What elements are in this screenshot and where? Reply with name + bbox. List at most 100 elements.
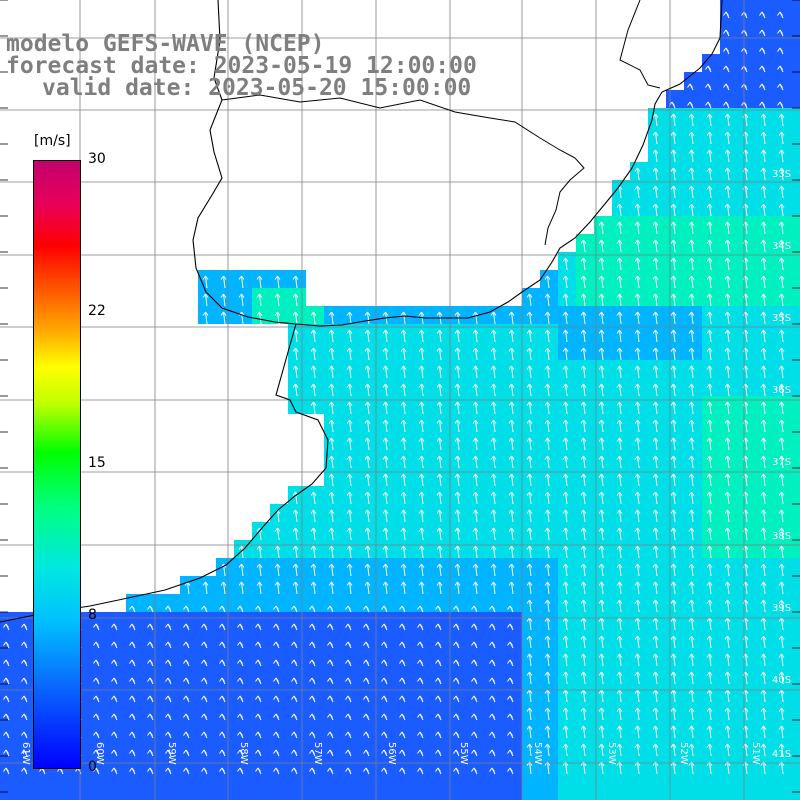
wind-arrow [183, 731, 190, 739]
wind-cell [684, 594, 702, 612]
wind-cell [702, 558, 720, 576]
wind-cell [522, 738, 540, 756]
wind-arrow [562, 599, 569, 613]
wind-arrow [93, 605, 100, 613]
wind-arrow [580, 635, 587, 649]
wind-cell [396, 738, 414, 756]
wind-cell [396, 684, 414, 702]
wind-cell [522, 522, 540, 540]
wind-arrow [382, 527, 389, 541]
wind-arrow [598, 419, 605, 433]
wind-arrow [616, 455, 623, 469]
wind-cell [216, 594, 234, 612]
wind-cell [414, 504, 432, 522]
wind-arrow [652, 563, 659, 577]
wind-arrow [598, 347, 605, 361]
wind-cell [774, 54, 792, 72]
wind-arrow [508, 347, 515, 361]
wind-arrow [616, 743, 623, 757]
wind-cell [144, 684, 162, 702]
wind-arrow [544, 653, 551, 667]
wind-cell [18, 792, 36, 800]
wind-arrow [598, 329, 605, 343]
wind-arrow [291, 749, 298, 757]
wind-arrow [147, 659, 154, 667]
wind-cell [630, 198, 648, 216]
wind-cell [432, 504, 450, 522]
wind-cell [594, 432, 612, 450]
wind-arrow [273, 677, 280, 685]
wind-arrow [436, 545, 443, 559]
wind-cell [90, 630, 108, 648]
wind-arrow [399, 749, 406, 757]
wind-arrow [724, 203, 731, 217]
wind-cell [414, 720, 432, 738]
wind-arrow [363, 605, 370, 613]
wind-arrow [688, 275, 695, 289]
wind-arrow [616, 221, 623, 235]
wind-cell [540, 522, 558, 540]
wind-cell [756, 54, 774, 72]
wind-cell [612, 684, 630, 702]
wind-arrow [400, 311, 407, 325]
wind-arrow [346, 311, 353, 325]
wind-arrow [741, 29, 748, 37]
wind-cell [594, 684, 612, 702]
wind-arrow [562, 365, 569, 379]
wind-arrow [759, 83, 766, 91]
wind-cell [162, 792, 180, 800]
wind-arrow [724, 743, 731, 757]
wind-arrow [688, 743, 695, 757]
wind-arrow [183, 713, 190, 721]
wind-cell [630, 756, 648, 774]
wind-arrow [526, 455, 533, 469]
wind-cell [756, 522, 774, 540]
wind-arrow [706, 617, 713, 631]
wind-arrow [706, 707, 713, 721]
wind-arrow [777, 11, 784, 19]
wind-cell [324, 306, 342, 324]
wind-arrow [616, 761, 623, 775]
wind-cell [144, 594, 162, 612]
wind-cell [522, 504, 540, 522]
wind-arrow [508, 563, 515, 577]
wind-cell [720, 126, 738, 144]
wind-arrow [21, 713, 28, 721]
wind-arrow [129, 605, 136, 613]
wind-cell [648, 396, 666, 414]
longitude-label: 61W [20, 742, 31, 765]
wind-arrow [165, 677, 172, 685]
wind-cell [738, 306, 756, 324]
wind-cell [594, 486, 612, 504]
wind-cell [774, 612, 792, 630]
wind-arrow [328, 347, 335, 361]
wind-cell [756, 198, 774, 216]
wind-arrow [616, 293, 623, 307]
wind-cell [756, 36, 774, 54]
wind-cell [594, 702, 612, 720]
wind-cell [414, 702, 432, 720]
wind-arrow [381, 659, 388, 667]
wind-arrow [219, 641, 226, 649]
wind-cell [666, 342, 684, 360]
wind-cell [702, 486, 720, 504]
wind-arrow [147, 731, 154, 739]
wind-arrow [616, 383, 623, 397]
wind-arrow [3, 749, 10, 757]
wind-cell [450, 684, 468, 702]
wind-arrow [706, 329, 713, 343]
wind-arrow [309, 767, 316, 775]
wind-cell [414, 468, 432, 486]
wind-cell [450, 342, 468, 360]
wind-arrow [381, 731, 388, 739]
wind-cell [306, 576, 324, 594]
wind-arrow [670, 185, 677, 199]
wind-arrow [777, 83, 784, 91]
wind-arrow [562, 635, 569, 649]
wind-arrow [562, 545, 569, 559]
wind-arrow [526, 545, 533, 559]
wind-cell [468, 648, 486, 666]
wind-cell [378, 594, 396, 612]
wind-cell [324, 594, 342, 612]
wind-arrow [688, 311, 695, 325]
